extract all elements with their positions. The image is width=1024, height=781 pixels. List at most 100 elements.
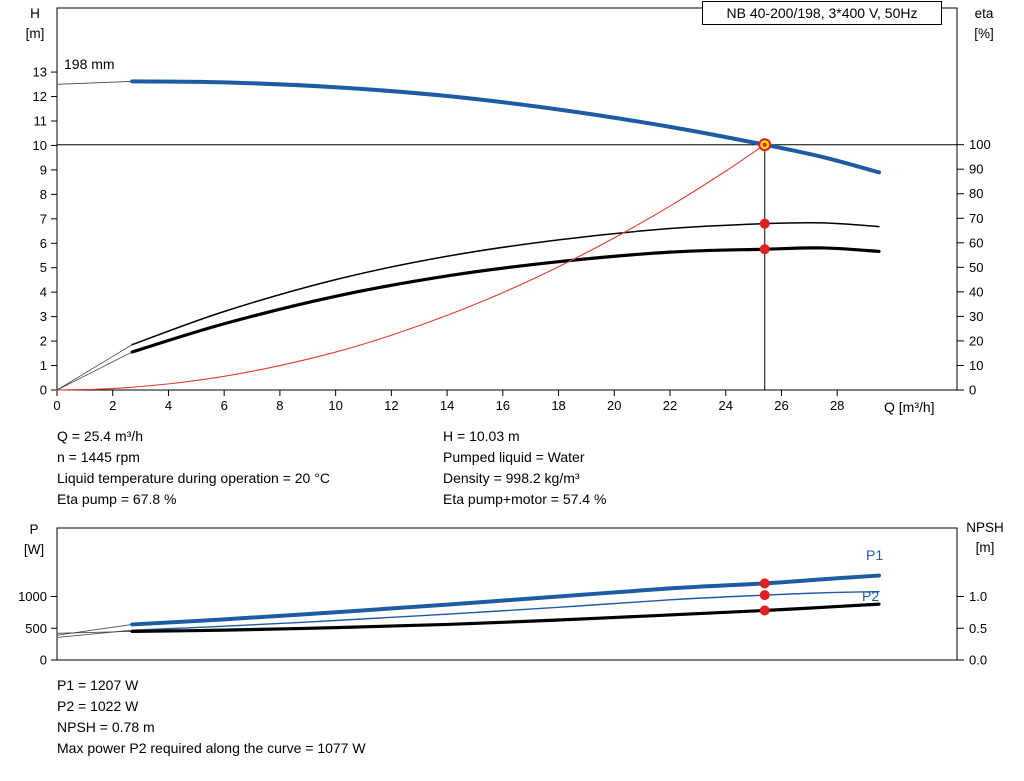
head-curve-extension [56, 80, 133, 85]
y-right-tick-label: 40 [969, 284, 983, 299]
y-left-tick-label: 0 [40, 383, 47, 398]
system-curve [56, 144, 766, 391]
eta-axis-title: eta [%] [962, 4, 1006, 44]
p1-curve-extension [56, 624, 133, 636]
npsh-axis-title: NPSH [m] [958, 518, 1012, 558]
x-tick-label: 16 [496, 398, 510, 413]
power-axis-title: P [W] [14, 520, 54, 560]
y-right-tick-label: 50 [969, 260, 983, 275]
y-right-tick-label: 20 [969, 333, 983, 348]
x-tick-label: 18 [551, 398, 565, 413]
pump-model-box: NB 40-200/198, 3*400 V, 50Hz [702, 1, 942, 25]
p2-curve [131, 590, 880, 631]
p1-curve [130, 573, 881, 627]
eta-pump-duty-point [759, 218, 770, 229]
power-axis-unit: [W] [23, 542, 45, 557]
x-tick-label: 22 [663, 398, 677, 413]
x-tick-label: 6 [221, 398, 228, 413]
eta-axis-unit: [%] [974, 26, 994, 41]
y-left-tick-label: 1000 [18, 589, 47, 604]
y-left-tick-label: 7 [40, 211, 47, 226]
head-axis-symbol: H [30, 6, 40, 21]
info-speed: n = 1445 rpm [57, 449, 140, 465]
npsh-curve [130, 602, 881, 634]
impeller-diameter-label: 198 mm [64, 56, 115, 72]
head-axis-unit: [m] [25, 26, 45, 41]
npsh-axis-unit: [m] [975, 540, 995, 555]
info-max-p2: Max power P2 required along the curve = … [57, 740, 366, 756]
eta-pump-motor-extension [56, 351, 133, 391]
info-eta-pump-motor: Eta pump+motor = 57.4 % [443, 491, 607, 507]
y-left-tick-label: 2 [40, 334, 47, 349]
head-axis-title: H [m] [16, 4, 54, 44]
y-right-tick-label: 80 [969, 186, 983, 201]
y-left-tick-label: 0 [40, 653, 47, 668]
duty-info-right: H = 10.03 m Pumped liquid = Water Densit… [443, 426, 606, 510]
y-right-tick-label: 70 [969, 211, 983, 226]
y-right-tick-label: 0 [969, 383, 976, 398]
x-tick-label: 0 [53, 398, 60, 413]
eta-pump-extension [56, 344, 133, 391]
y-left-tick-label: 10 [33, 138, 47, 153]
y-left-tick-label: 11 [34, 113, 48, 128]
power-info: P1 = 1207 W P2 = 1022 W NPSH = 0.78 m Ma… [57, 675, 366, 759]
info-p2: P2 = 1022 W [57, 698, 139, 714]
p2-curve-label: P2 [862, 588, 880, 604]
flow-axis-title: Q [m³/h] [884, 399, 935, 415]
eta-pump-motor-duty-point [759, 244, 770, 255]
npsh-duty-point [759, 605, 770, 616]
x-tick-label: 8 [276, 398, 283, 413]
y-right-tick-label: 100 [969, 137, 991, 152]
eta-axis-symbol: eta [974, 6, 994, 21]
info-p1: P1 = 1207 W [57, 677, 139, 693]
eta-pump-curve [131, 221, 880, 346]
duty-info-left: Q = 25.4 m³/h n = 1445 rpm Liquid temper… [57, 426, 330, 510]
info-eta-pump: Eta pump = 67.8 % [57, 491, 177, 507]
info-pumped-liquid: Pumped liquid = Water [443, 449, 585, 465]
power-npsh-chart: 0 500 1000 0.0 0.5 1.0 [18, 527, 987, 668]
x-tick-label: 4 [165, 398, 172, 413]
npsh-curve-extension [56, 631, 133, 634]
x-tick-label: 2 [109, 398, 116, 413]
y-left-tick-label: 9 [40, 162, 47, 177]
x-tick-label: 12 [384, 398, 398, 413]
y-right-tick-label: 90 [969, 162, 983, 177]
p1-duty-point [759, 578, 770, 589]
power-npsh-chart-frame [56, 527, 958, 661]
qh-eta-chart: 0123456789101112130102030405060708090100… [33, 7, 991, 413]
info-npsh: NPSH = 0.78 m [57, 719, 155, 735]
eta-pump-motor-curve [130, 246, 881, 354]
p2-duty-point [759, 590, 770, 601]
info-head: H = 10.03 m [443, 428, 520, 444]
y-right-tick-label: 10 [969, 358, 983, 373]
qh-eta-chart-frame [56, 7, 958, 391]
y-left-tick-label: 6 [40, 236, 47, 251]
y-left-tick-label: 13 [33, 65, 47, 80]
y-right-tick-label: 0.0 [969, 653, 987, 668]
info-density: Density = 998.2 kg/m³ [443, 470, 580, 486]
y-right-tick-label: 30 [969, 309, 983, 324]
info-flow: Q = 25.4 m³/h [57, 428, 143, 444]
x-tick-label: 24 [718, 398, 732, 413]
power-axis-symbol: P [29, 522, 39, 537]
npsh-axis-symbol: NPSH [966, 520, 1004, 535]
x-tick-label: 26 [774, 398, 788, 413]
x-tick-label: 28 [830, 398, 844, 413]
x-tick-label: 10 [328, 398, 342, 413]
y-left-tick-label: 3 [40, 309, 47, 324]
y-left-tick-label: 5 [40, 260, 47, 275]
y-left-tick-label: 12 [33, 89, 47, 104]
y-left-tick-label: 4 [40, 285, 47, 300]
info-liquid-temperature: Liquid temperature during operation = 20… [57, 470, 330, 486]
y-left-tick-label: 500 [25, 621, 47, 636]
y-right-tick-label: 1.0 [969, 589, 987, 604]
y-right-tick-label: 0.5 [969, 621, 987, 636]
y-left-tick-label: 8 [40, 187, 47, 202]
x-tick-label: 20 [607, 398, 621, 413]
head-curve-198mm [130, 79, 881, 175]
p1-curve-label: P1 [866, 547, 884, 563]
duty-point-center [762, 142, 767, 147]
x-tick-label: 14 [440, 398, 454, 413]
